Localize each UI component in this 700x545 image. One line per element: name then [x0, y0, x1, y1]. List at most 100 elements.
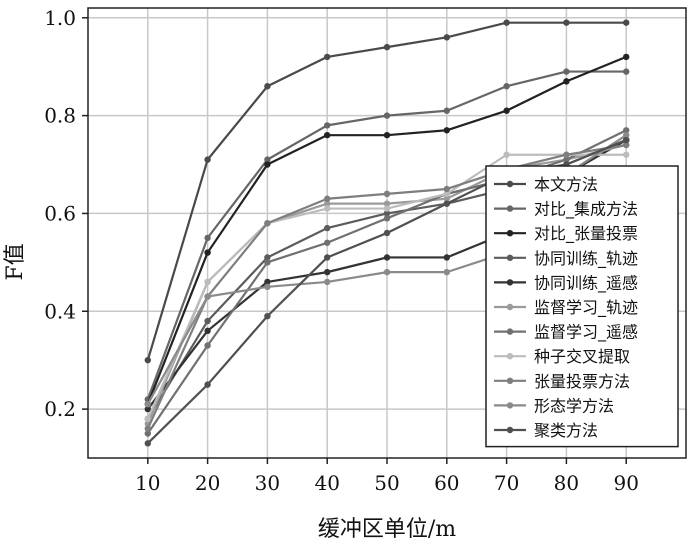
legend-item: 聚类方法	[494, 421, 598, 440]
y-axis-title: F值	[3, 243, 28, 280]
data-point	[503, 83, 510, 90]
data-point	[264, 161, 271, 168]
data-point	[623, 53, 630, 61]
data-point	[443, 190, 450, 198]
data-point	[383, 43, 391, 51]
data-point	[383, 215, 391, 222]
x-tick-label: 90	[613, 471, 638, 495]
data-point	[144, 356, 151, 364]
data-point	[503, 19, 510, 26]
legend-label: 聚类方法	[534, 421, 598, 440]
x-axis-title: 缓冲区单位/m	[318, 517, 456, 542]
data-point	[563, 156, 570, 163]
legend-marker	[506, 279, 514, 286]
data-point	[383, 254, 391, 261]
x-tick-label: 50	[374, 471, 399, 495]
x-tick-label: 60	[434, 471, 459, 495]
data-point	[324, 239, 331, 246]
data-point	[144, 415, 151, 423]
legend-marker	[506, 230, 514, 237]
data-point	[623, 131, 630, 139]
data-point	[503, 107, 510, 114]
x-tick-label: 40	[314, 471, 339, 495]
legend-item: 本文方法	[494, 175, 598, 194]
data-point	[623, 136, 630, 144]
series-1	[144, 19, 630, 364]
data-point	[324, 268, 331, 276]
legend: 本文方法对比_集成方法对比_张量投票协同训练_轨迹协同训练_遥感监督学习_轨迹监…	[485, 165, 679, 448]
series-2	[144, 68, 630, 403]
legend-marker	[506, 328, 514, 335]
data-point	[623, 127, 630, 134]
data-point	[563, 78, 570, 85]
data-point	[563, 151, 570, 158]
data-point	[563, 19, 570, 26]
legend-item: 对比_张量投票	[494, 224, 638, 244]
data-point	[443, 254, 450, 261]
legend-label: 监督学习_遥感	[534, 323, 638, 343]
data-point	[144, 430, 151, 437]
data-point	[443, 127, 450, 134]
legend-item: 形态学方法	[494, 396, 614, 415]
data-point	[443, 268, 450, 276]
legend-label: 形态学方法	[534, 396, 614, 415]
data-point	[204, 156, 211, 163]
y-tick-label: 0.2	[44, 397, 76, 421]
data-point	[623, 151, 630, 158]
data-point	[324, 131, 331, 139]
legend-marker	[506, 205, 514, 212]
legend-marker	[506, 254, 514, 261]
data-point	[204, 278, 211, 286]
y-tick-label: 0.6	[44, 201, 76, 225]
data-point	[324, 278, 331, 286]
legend-item: 监督学习_轨迹	[494, 298, 638, 318]
legend-label: 协同训练_轨迹	[534, 249, 638, 269]
data-point	[204, 327, 211, 335]
data-point	[383, 190, 391, 198]
legend-label: 对比_集成方法	[534, 200, 638, 220]
data-point	[324, 122, 331, 129]
data-point	[383, 210, 391, 217]
legend-label: 张量投票方法	[534, 372, 630, 391]
data-point	[324, 53, 331, 61]
data-point	[324, 205, 331, 212]
data-point	[264, 156, 271, 163]
legend-marker	[506, 353, 514, 360]
data-point	[144, 400, 151, 408]
legend-item: 协同训练_遥感	[494, 273, 638, 293]
legend-item: 张量投票方法	[494, 372, 630, 391]
data-point	[144, 440, 151, 447]
legend-label: 种子交叉提取	[534, 347, 630, 366]
data-point	[443, 195, 450, 202]
data-point	[383, 205, 391, 212]
data-point	[383, 200, 391, 207]
data-point	[264, 278, 271, 286]
legend-marker	[506, 180, 514, 188]
data-point	[204, 342, 211, 349]
data-point	[264, 283, 271, 291]
data-point	[264, 220, 271, 227]
data-point	[324, 254, 331, 261]
x-tick-label: 30	[255, 471, 280, 495]
series-3	[144, 53, 630, 408]
data-point	[204, 293, 211, 300]
legend-marker	[506, 303, 514, 311]
x-tick-label: 80	[554, 471, 579, 495]
data-point	[443, 107, 450, 114]
series-layer	[144, 19, 630, 447]
legend-label: 对比_张量投票	[534, 224, 638, 244]
legend-item: 监督学习_遥感	[494, 323, 638, 343]
data-point	[144, 405, 151, 413]
data-point	[383, 229, 391, 237]
data-point	[443, 34, 450, 41]
legend-marker	[506, 402, 514, 409]
x-tick-label: 10	[135, 471, 160, 495]
data-point	[383, 112, 391, 119]
legend-item: 对比_集成方法	[494, 200, 638, 220]
data-point	[264, 259, 271, 266]
x-tick-label: 70	[494, 471, 519, 495]
legend-marker	[506, 426, 514, 434]
y-tick-label: 1.0	[44, 6, 76, 30]
legend-label: 监督学习_轨迹	[534, 298, 638, 318]
data-point	[623, 141, 630, 149]
